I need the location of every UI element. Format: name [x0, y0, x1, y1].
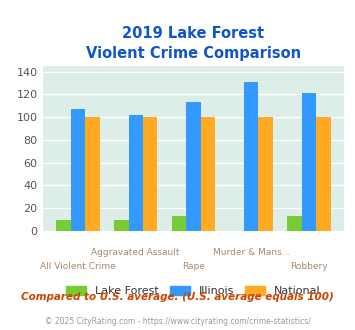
Bar: [201, 117, 215, 231]
Bar: [85, 117, 100, 231]
Bar: [287, 216, 302, 231]
Bar: [71, 109, 85, 231]
Bar: [316, 117, 331, 231]
Bar: [258, 117, 273, 231]
Legend: Lake Forest, Illinois, National: Lake Forest, Illinois, National: [62, 281, 325, 301]
Bar: [186, 102, 201, 231]
Bar: [302, 93, 316, 231]
Text: Compared to U.S. average. (U.S. average equals 100): Compared to U.S. average. (U.S. average …: [21, 292, 334, 302]
Text: All Violent Crime: All Violent Crime: [40, 262, 116, 271]
Title: 2019 Lake Forest
Violent Crime Comparison: 2019 Lake Forest Violent Crime Compariso…: [86, 26, 301, 61]
Bar: [172, 216, 186, 231]
Text: Rape: Rape: [182, 262, 205, 271]
Bar: [244, 82, 258, 231]
Bar: [114, 220, 129, 231]
Bar: [56, 220, 71, 231]
Bar: [129, 115, 143, 231]
Text: © 2025 CityRating.com - https://www.cityrating.com/crime-statistics/: © 2025 CityRating.com - https://www.city…: [45, 317, 310, 326]
Text: Aggravated Assault: Aggravated Assault: [92, 248, 180, 257]
Text: Murder & Mans...: Murder & Mans...: [213, 248, 290, 257]
Bar: [143, 117, 157, 231]
Text: Robbery: Robbery: [290, 262, 328, 271]
